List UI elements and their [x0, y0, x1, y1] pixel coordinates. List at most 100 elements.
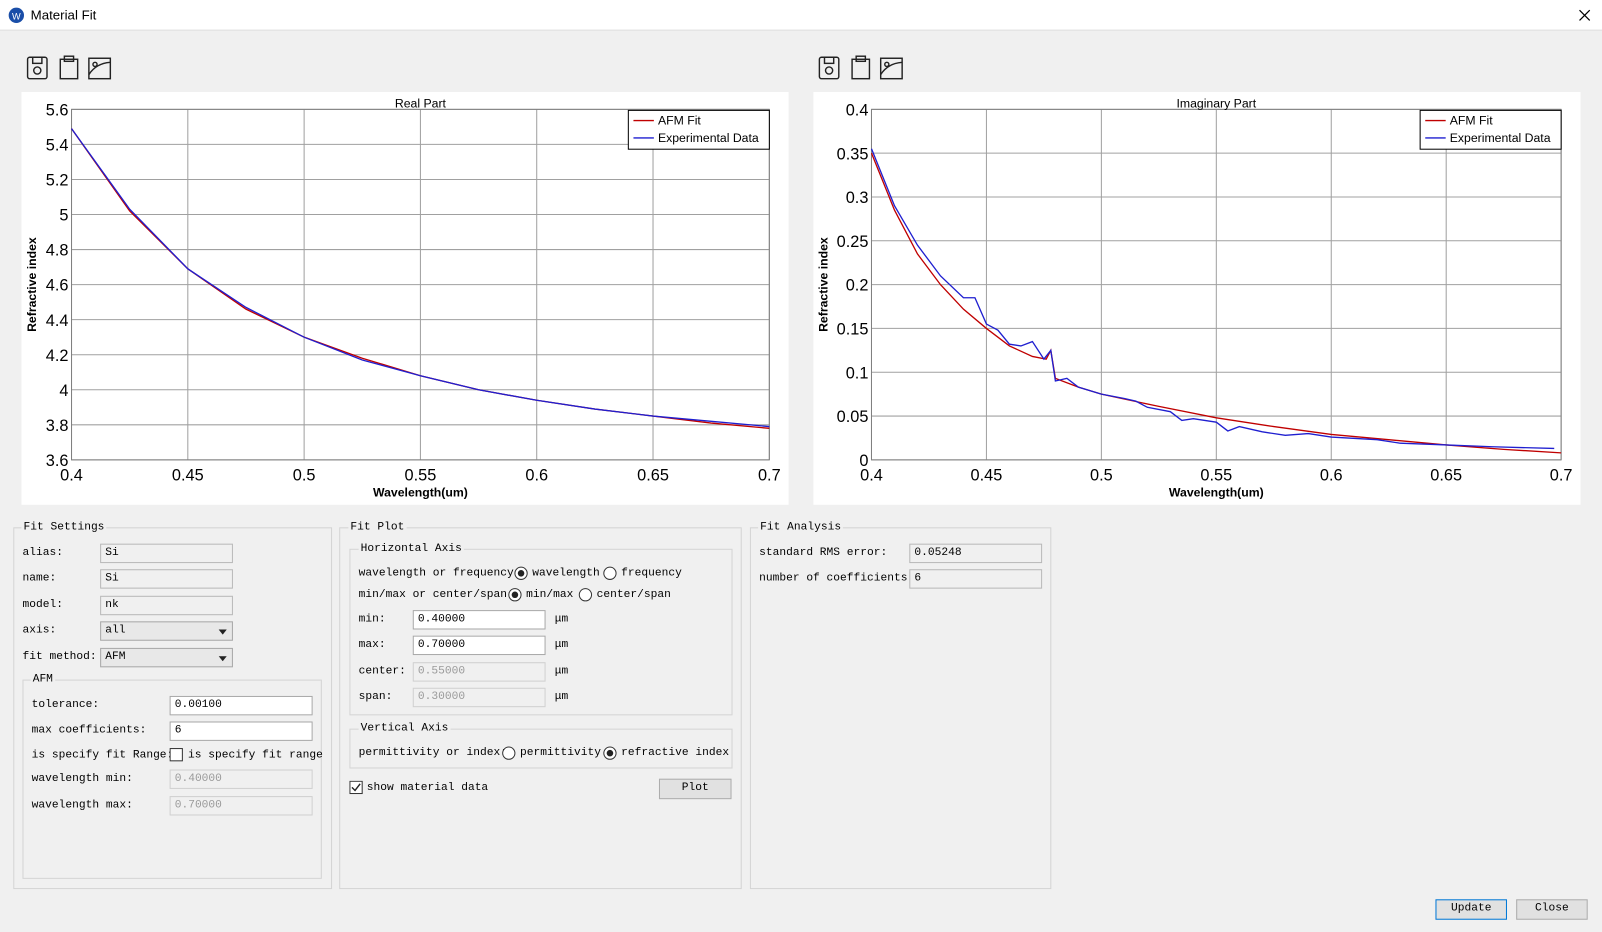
field-label: center/span [596, 588, 671, 601]
field-label: μm [554, 613, 569, 626]
x-tick-label: 0.5 [293, 466, 316, 484]
text-field[interactable]: Si [100, 569, 233, 589]
field-label: μm [554, 638, 569, 651]
title-bar: W Material Fit [0, 0, 1602, 31]
group-title: Fit Plot [348, 521, 407, 534]
group-title: Horizontal Axis [358, 542, 464, 555]
checkbox-box [349, 780, 363, 795]
group-box [13, 527, 333, 890]
field-label: min/max or center/span: [358, 588, 514, 601]
checkbox[interactable] [169, 748, 184, 762]
field-label: is specify fit range [187, 749, 323, 762]
text-field[interactable]: 0.30000 [412, 687, 546, 708]
x-tick-label: 0.4 [60, 466, 83, 484]
legend-label: Experimental Data [658, 131, 759, 145]
text-field[interactable]: 0.05248 [909, 543, 1043, 564]
svg-text:W: W [12, 11, 21, 21]
group-box [22, 679, 322, 879]
text-field[interactable]: 6 [909, 569, 1043, 589]
group-box [749, 527, 1052, 890]
field-label: standard RMS error: [759, 546, 888, 559]
radio-button[interactable] [603, 746, 617, 760]
checkbox-box [169, 748, 183, 762]
close-icon[interactable] [1578, 9, 1591, 21]
image-icon[interactable] [879, 57, 903, 80]
y-tick-label: 4.2 [46, 347, 69, 365]
arrow [218, 656, 227, 662]
radio-button[interactable] [514, 566, 528, 580]
dropdown-arrow[interactable] [218, 629, 227, 635]
x-tick-label: 0.5 [1090, 466, 1113, 484]
plot-frame [71, 108, 770, 461]
field-label: axis: [22, 624, 57, 637]
window-title: Material Fit [30, 7, 97, 23]
text-field[interactable]: 0.40000 [169, 769, 313, 789]
plot-button[interactable]: Plot [658, 778, 732, 800]
text-field[interactable]: 0.55000 [412, 662, 546, 682]
arrow [218, 629, 227, 635]
y-tick-label: 4.4 [46, 312, 69, 330]
y-tick-label: 0.35 [837, 145, 869, 163]
group-title: Fit Settings [21, 521, 107, 534]
legend-label: AFM Fit [658, 114, 701, 128]
field-label: show material data [366, 781, 489, 795]
radio-ring [502, 746, 516, 760]
text-field[interactable]: nk [100, 595, 233, 616]
text-field[interactable]: 0.00100 [169, 695, 313, 716]
group-box [339, 527, 742, 890]
dropdown[interactable]: AFM [100, 647, 233, 668]
check-mark [351, 783, 361, 792]
chart-background [813, 91, 1581, 505]
y-axis-label: Refractive index [817, 237, 831, 332]
image-icon[interactable] [88, 57, 112, 80]
dialog-button[interactable]: Close [1516, 899, 1588, 920]
field-label: number of coefficients: [759, 572, 915, 585]
save-icon[interactable] [818, 56, 840, 80]
y-tick-label: 5 [59, 207, 68, 225]
group-title: Vertical Axis [358, 722, 451, 735]
y-tick-label: 3.6 [46, 452, 69, 470]
text-field[interactable]: Si [100, 543, 233, 564]
text-field[interactable]: 0.70000 [412, 635, 546, 656]
x-tick-label: 0.6 [1320, 466, 1343, 484]
group-box [349, 728, 733, 769]
text-field[interactable]: 0.70000 [169, 796, 313, 816]
checkbox[interactable] [349, 780, 363, 795]
chart-title: Real Part [395, 96, 447, 110]
field-label: permittivity or index: [358, 747, 507, 760]
y-tick-label: 5.6 [46, 101, 69, 119]
clipboard-icon[interactable] [59, 55, 79, 80]
field-label: wavelength max: [31, 799, 133, 812]
chart-title: Imaginary Part [1176, 96, 1256, 110]
x-tick-label: 0.55 [405, 466, 437, 484]
data-line [70, 128, 770, 428]
data-line [870, 148, 1555, 450]
group-box [349, 548, 733, 716]
field-label: frequency [621, 567, 682, 580]
text-field[interactable]: 0.40000 [412, 610, 546, 630]
radio-button[interactable] [578, 588, 593, 602]
x-tick-label: 0.65 [1430, 466, 1462, 484]
radio-dot [606, 749, 614, 757]
dialog-button[interactable]: Update [1435, 899, 1507, 920]
field-label: μm [554, 690, 569, 704]
x-tick-label: 0.6 [525, 466, 548, 484]
dropdown-arrow[interactable] [218, 656, 227, 662]
radio-button[interactable] [502, 746, 516, 760]
text-field[interactable]: 6 [169, 721, 313, 741]
clipboard-icon[interactable] [851, 55, 871, 80]
radio-button[interactable] [508, 588, 522, 602]
toolbar-left [26, 55, 112, 80]
y-tick-label: 0.25 [837, 233, 869, 251]
radio-button[interactable] [603, 566, 617, 580]
field-label: min: [358, 613, 386, 626]
dropdown[interactable]: all [100, 621, 233, 641]
y-tick-label: 4 [59, 382, 68, 400]
x-tick-label: 0.55 [1200, 466, 1232, 484]
save-icon[interactable] [26, 56, 48, 80]
y-tick-label: 3.8 [46, 417, 69, 435]
y-tick-label: 0.15 [837, 321, 869, 339]
field-label: center: [358, 665, 406, 678]
field-label: refractive index [621, 747, 730, 760]
